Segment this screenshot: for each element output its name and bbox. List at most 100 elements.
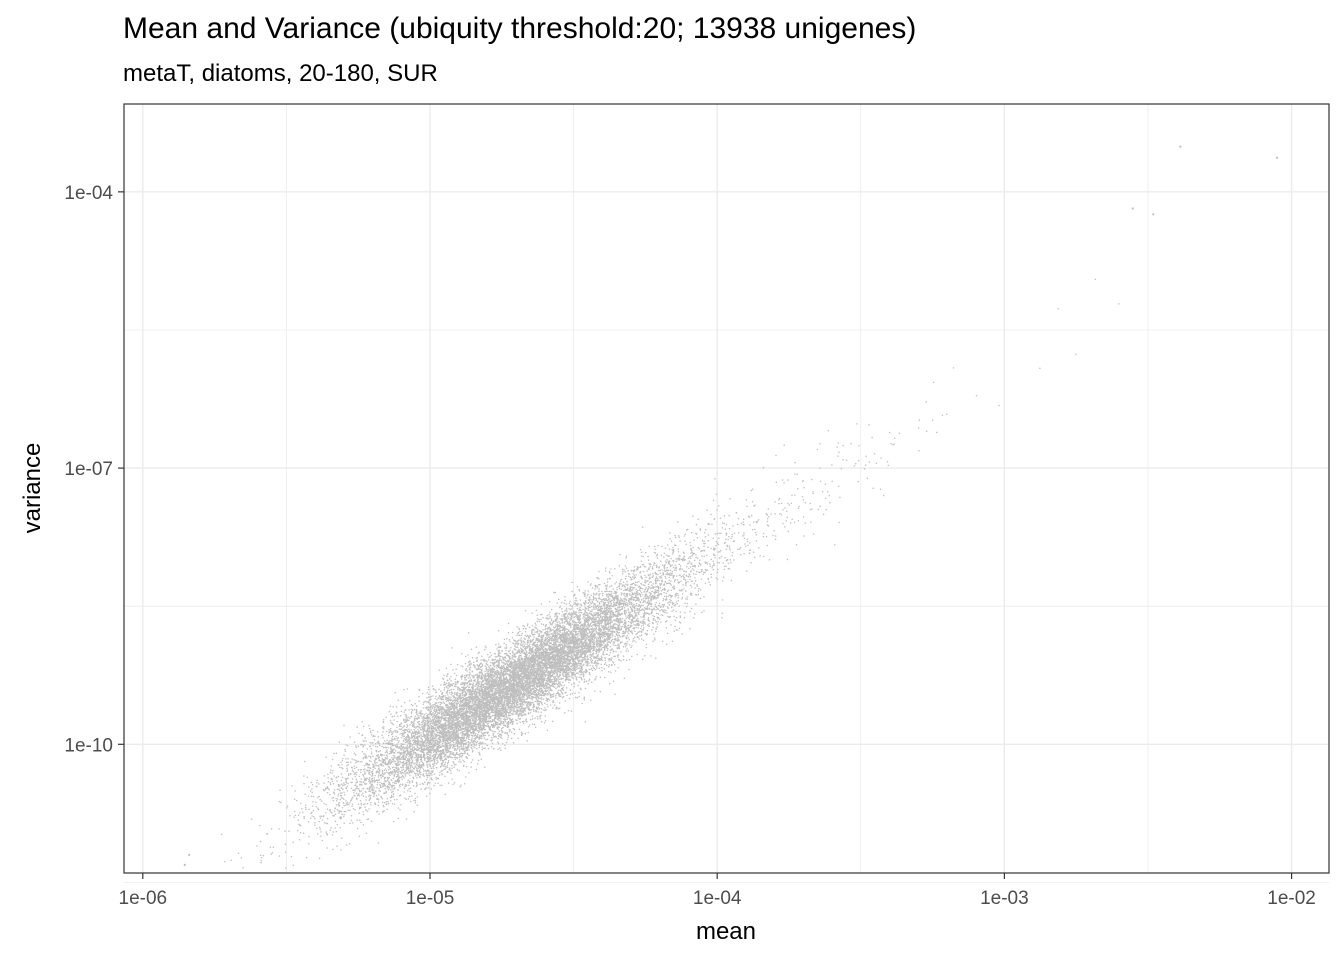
data-point	[608, 665, 610, 668]
data-point	[517, 737, 519, 740]
data-point	[694, 566, 696, 568]
data-point	[326, 847, 328, 849]
data-point	[308, 808, 310, 810]
data-point	[837, 442, 840, 444]
data-point	[460, 744, 462, 746]
data-point	[405, 717, 408, 719]
data-point	[396, 726, 398, 729]
data-point	[444, 766, 447, 768]
data-point	[784, 507, 786, 509]
data-point	[725, 523, 728, 526]
data-point	[416, 733, 418, 736]
data-point	[474, 685, 476, 687]
data-point	[614, 635, 616, 638]
data-point	[537, 675, 540, 677]
data-point	[740, 554, 742, 556]
data-point	[393, 748, 395, 750]
data-point	[650, 584, 653, 586]
data-point	[618, 644, 620, 646]
data-point	[467, 654, 469, 656]
data-point	[558, 702, 561, 704]
data-point	[320, 835, 322, 837]
data-point	[583, 678, 586, 680]
data-point	[672, 566, 675, 569]
data-point	[557, 641, 559, 643]
data-point	[685, 605, 688, 608]
data-point	[715, 577, 717, 579]
data-point	[717, 551, 720, 553]
data-point	[893, 437, 896, 439]
data-point	[397, 741, 400, 744]
data-point	[356, 781, 358, 783]
data-point	[327, 781, 330, 783]
data-point	[639, 548, 642, 551]
data-point	[579, 634, 581, 636]
data-point	[391, 756, 393, 759]
data-point	[354, 753, 357, 756]
data-point	[584, 680, 586, 682]
data-point	[635, 602, 638, 605]
data-point	[330, 765, 333, 767]
data-point	[583, 594, 586, 596]
data-point	[582, 671, 584, 674]
data-point	[340, 761, 342, 764]
data-point	[431, 774, 433, 776]
data-point	[536, 715, 539, 718]
data-point	[403, 787, 406, 790]
data-point	[377, 750, 380, 753]
data-point	[333, 810, 336, 812]
data-point	[722, 562, 724, 564]
data-point	[626, 587, 629, 589]
data-point	[399, 715, 402, 717]
data-point	[565, 691, 567, 694]
data-point	[606, 584, 608, 586]
data-point	[400, 751, 403, 754]
data-point	[774, 538, 777, 541]
data-point	[600, 610, 603, 613]
data-point	[559, 606, 561, 609]
data-point	[556, 683, 559, 686]
data-point	[604, 661, 607, 664]
data-point	[728, 514, 730, 517]
data-point	[594, 679, 596, 681]
data-point	[591, 665, 594, 667]
data-point	[403, 737, 406, 740]
data-point	[299, 832, 302, 834]
data-point	[549, 617, 551, 619]
data-point	[449, 728, 451, 731]
data-point	[377, 794, 380, 796]
data-point	[441, 742, 444, 745]
data-point	[554, 615, 556, 618]
data-point	[647, 559, 650, 561]
data-point	[594, 608, 596, 611]
data-point	[442, 714, 445, 717]
data-point	[662, 597, 665, 600]
data-point	[332, 799, 335, 802]
data-point	[486, 663, 489, 666]
data-point	[432, 688, 435, 690]
data-point	[622, 658, 625, 661]
data-point	[717, 504, 720, 507]
data-point	[397, 789, 399, 791]
data-point	[421, 735, 424, 738]
data-point	[578, 695, 580, 698]
data-point	[520, 734, 523, 737]
data-point	[407, 719, 410, 722]
data-point	[370, 747, 372, 750]
data-point	[457, 688, 459, 691]
data-point	[343, 793, 346, 796]
data-point	[839, 496, 841, 499]
data-point	[512, 656, 515, 658]
data-point	[1057, 307, 1059, 310]
data-point	[457, 732, 460, 735]
data-point	[404, 713, 406, 716]
data-point	[588, 662, 590, 664]
data-point	[535, 706, 538, 708]
data-point	[571, 590, 573, 593]
data-point	[725, 565, 727, 568]
data-point	[671, 601, 674, 604]
data-point	[464, 752, 467, 754]
data-point	[353, 794, 355, 797]
data-point	[482, 675, 485, 677]
